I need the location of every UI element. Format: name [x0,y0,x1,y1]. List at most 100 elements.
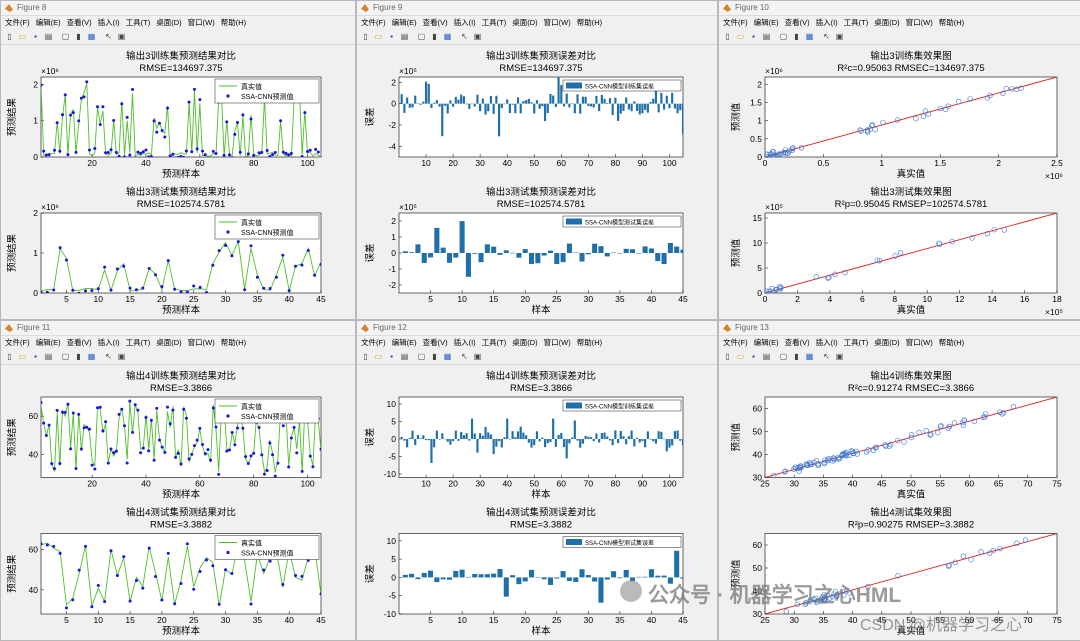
figure-window-6[interactable]: Figure 13 文件(F) 编辑(E) 查看(V) 插入(I) 工具(T) 桌面(D) 窗… [718,320,1080,641]
print-icon[interactable]: ▤ [762,352,771,361]
pointer-icon[interactable]: ↖ [823,32,830,41]
open-folder-icon[interactable]: ▭ [18,32,27,41]
menu-item-7[interactable]: 帮助(H) [576,338,603,347]
menu-item-5[interactable]: 桌面(D) [512,18,538,27]
menu-item-5[interactable]: 桌面(D) [156,338,182,347]
figure-window-4[interactable]: Figure 11 文件(F) 编辑(E) 查看(V) 插入(I) 工具(T) 桌面(D) 窗… [0,320,356,641]
colorbar-icon[interactable]: ▦ [443,352,452,361]
figure-window-3[interactable]: Figure 10 文件(F) 编辑(E) 查看(V) 插入(I) 工具(T) 桌面(D) 窗… [718,0,1080,320]
pointer-icon[interactable]: ↖ [823,352,830,361]
legend-toggle-icon[interactable]: ▮ [432,32,437,41]
pointer-icon[interactable]: ↖ [105,32,112,41]
legend[interactable]: SSA-CNN模型训练集误差 [562,79,682,92]
new-file-icon[interactable]: ▯ [725,32,730,41]
menu-item-2[interactable]: 查看(V) [784,18,810,27]
data-tips-icon[interactable]: ▣ [473,352,482,361]
window-titlebar[interactable]: Figure 10 [719,1,1080,16]
zoom-icon[interactable]: ▢ [61,352,70,361]
menu-item-7[interactable]: 帮助(H) [576,18,603,27]
pointer-icon[interactable]: ↖ [105,352,112,361]
menu-item-2[interactable]: 查看(V) [66,338,92,347]
open-folder-icon[interactable]: ▭ [374,352,383,361]
window-titlebar[interactable]: Figure 9 [357,1,717,16]
save-icon[interactable]: ▪ [34,352,37,361]
menu-item-5[interactable]: 桌面(D) [874,338,900,347]
window-titlebar[interactable]: Figure 13 [719,321,1080,336]
menu-item-6[interactable]: 窗口(W) [905,18,933,27]
menu-item-6[interactable]: 窗口(W) [187,18,215,27]
menu-item-3[interactable]: 插入(I) [453,338,476,347]
menu-item-6[interactable]: 窗口(W) [905,338,933,347]
menu-item-3[interactable]: 插入(I) [815,18,838,27]
new-file-icon[interactable]: ▯ [363,352,368,361]
menu-item-7[interactable]: 帮助(H) [938,338,965,347]
data-tips-icon[interactable]: ▣ [835,352,844,361]
save-icon[interactable]: ▪ [390,32,393,41]
colorbar-icon[interactable]: ▦ [443,32,452,41]
colorbar-icon[interactable]: ▦ [87,352,96,361]
data-tips-icon[interactable]: ▣ [117,32,126,41]
legend-toggle-icon[interactable]: ▮ [432,352,437,361]
menu-item-0[interactable]: 文件(F) [361,338,386,347]
legend[interactable]: SSA-CNN模型训练集误差 [562,399,682,412]
menu-item-7[interactable]: 帮助(H) [938,18,965,27]
figure-window-1[interactable]: Figure 8 文件(F) 编辑(E) 查看(V) 插入(I) 工具(T) 桌面(D) 窗口… [0,0,356,320]
colorbar-icon[interactable]: ▦ [87,32,96,41]
menu-item-1[interactable]: 编辑(E) [391,338,417,347]
menu-item-4[interactable]: 工具(T) [125,338,151,347]
save-icon[interactable]: ▪ [34,32,37,41]
menu-item-1[interactable]: 编辑(E) [753,18,779,27]
colorbar-icon[interactable]: ▦ [805,32,814,41]
pointer-icon[interactable]: ↖ [461,32,468,41]
menu-item-2[interactable]: 查看(V) [422,338,448,347]
menu-item-6[interactable]: 窗口(W) [543,18,571,27]
save-icon[interactable]: ▪ [390,352,393,361]
menu-item-4[interactable]: 工具(T) [843,18,869,27]
menu-item-3[interactable]: 插入(I) [815,338,838,347]
zoom-icon[interactable]: ▢ [779,352,788,361]
legend-toggle-icon[interactable]: ▮ [794,32,799,41]
legend-toggle-icon[interactable]: ▮ [76,32,81,41]
pointer-icon[interactable]: ↖ [461,352,468,361]
open-folder-icon[interactable]: ▭ [18,352,27,361]
legend[interactable]: SSA-CNN模型测试集误差 [562,215,682,228]
print-icon[interactable]: ▤ [44,32,53,41]
figure-window-5[interactable]: Figure 12 文件(F) 编辑(E) 查看(V) 插入(I) 工具(T) 桌面(D) 窗… [356,320,718,641]
print-icon[interactable]: ▤ [400,352,409,361]
menu-item-0[interactable]: 文件(F) [5,18,30,27]
menu-item-4[interactable]: 工具(T) [481,338,507,347]
menu-item-0[interactable]: 文件(F) [723,338,748,347]
menu-item-5[interactable]: 桌面(D) [512,338,538,347]
menu-item-0[interactable]: 文件(F) [5,338,30,347]
legend-toggle-icon[interactable]: ▮ [76,352,81,361]
save-icon[interactable]: ▪ [752,352,755,361]
open-folder-icon[interactable]: ▭ [374,32,383,41]
open-folder-icon[interactable]: ▭ [736,352,745,361]
zoom-icon[interactable]: ▢ [61,32,70,41]
legend[interactable]: SSA-CNN模型测试集误差 [562,536,682,548]
new-file-icon[interactable]: ▯ [7,32,12,41]
menu-item-0[interactable]: 文件(F) [361,18,386,27]
menu-item-3[interactable]: 插入(I) [453,18,476,27]
menu-item-2[interactable]: 查看(V) [784,338,810,347]
menu-item-1[interactable]: 编辑(E) [35,18,61,27]
print-icon[interactable]: ▤ [400,32,409,41]
open-folder-icon[interactable]: ▭ [736,32,745,41]
menu-item-5[interactable]: 桌面(D) [156,18,182,27]
figure-window-2[interactable]: Figure 9 文件(F) 编辑(E) 查看(V) 插入(I) 工具(T) 桌面(D) 窗口… [356,0,718,320]
colorbar-icon[interactable]: ▦ [805,352,814,361]
save-icon[interactable]: ▪ [752,32,755,41]
menu-item-7[interactable]: 帮助(H) [220,18,247,27]
zoom-icon[interactable]: ▢ [779,32,788,41]
data-tips-icon[interactable]: ▣ [835,32,844,41]
zoom-icon[interactable]: ▢ [417,352,426,361]
